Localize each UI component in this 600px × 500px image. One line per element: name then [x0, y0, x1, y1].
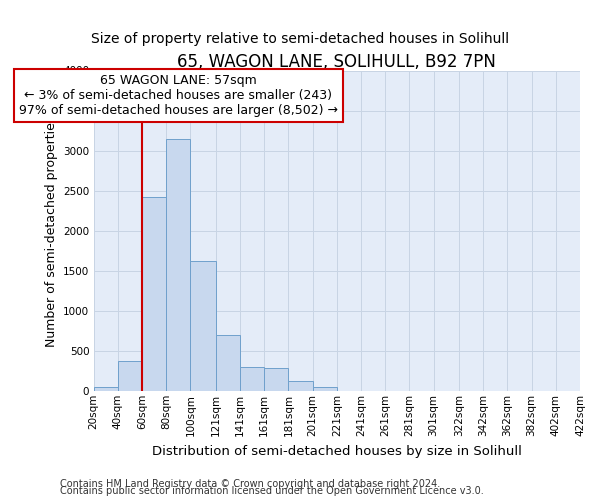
- Text: 65 WAGON LANE: 57sqm
← 3% of semi-detached houses are smaller (243)
97% of semi-: 65 WAGON LANE: 57sqm ← 3% of semi-detach…: [19, 74, 338, 116]
- Bar: [240, 367, 264, 392]
- Text: Contains public sector information licensed under the Open Government Licence v3: Contains public sector information licen…: [60, 486, 484, 496]
- X-axis label: Distribution of semi-detached houses by size in Solihull: Distribution of semi-detached houses by …: [152, 444, 522, 458]
- Y-axis label: Number of semi-detached properties: Number of semi-detached properties: [44, 115, 58, 346]
- Text: Contains HM Land Registry data © Crown copyright and database right 2024.: Contains HM Land Registry data © Crown c…: [60, 479, 440, 489]
- Bar: [118, 361, 142, 392]
- Bar: [289, 381, 313, 392]
- Text: Size of property relative to semi-detached houses in Solihull: Size of property relative to semi-detach…: [91, 32, 509, 46]
- Bar: [216, 335, 240, 392]
- Bar: [94, 388, 118, 392]
- Bar: [190, 262, 216, 392]
- Bar: [264, 368, 289, 392]
- Bar: [313, 387, 337, 392]
- Bar: [142, 197, 166, 392]
- Title: 65, WAGON LANE, SOLIHULL, B92 7PN: 65, WAGON LANE, SOLIHULL, B92 7PN: [178, 52, 496, 70]
- Bar: [166, 140, 190, 392]
